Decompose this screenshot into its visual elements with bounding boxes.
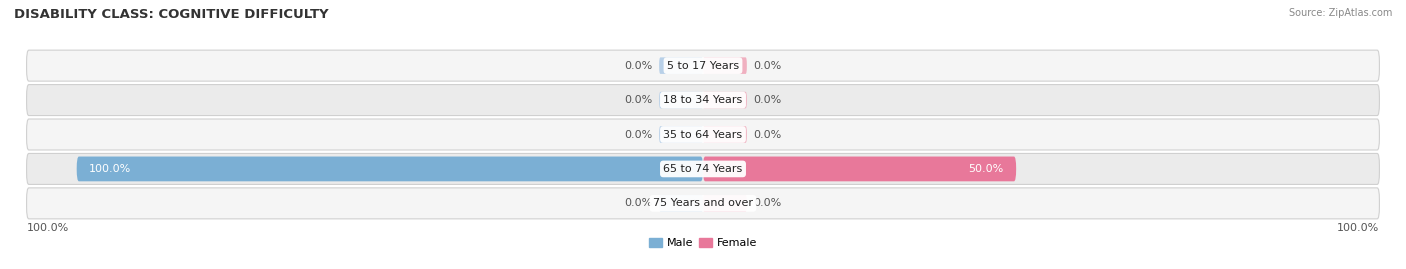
FancyBboxPatch shape <box>659 126 703 143</box>
Text: 75 Years and over: 75 Years and over <box>652 198 754 208</box>
FancyBboxPatch shape <box>27 153 1379 185</box>
Text: 0.0%: 0.0% <box>754 129 782 140</box>
FancyBboxPatch shape <box>27 188 1379 219</box>
Text: Source: ZipAtlas.com: Source: ZipAtlas.com <box>1288 8 1392 18</box>
FancyBboxPatch shape <box>27 50 1379 81</box>
FancyBboxPatch shape <box>703 126 747 143</box>
FancyBboxPatch shape <box>703 57 747 74</box>
Text: 0.0%: 0.0% <box>754 61 782 71</box>
Text: 100.0%: 100.0% <box>27 223 69 233</box>
FancyBboxPatch shape <box>659 57 703 74</box>
FancyBboxPatch shape <box>703 92 747 108</box>
Legend: Male, Female: Male, Female <box>644 233 762 253</box>
Text: 0.0%: 0.0% <box>624 95 652 105</box>
Text: 0.0%: 0.0% <box>754 198 782 208</box>
Text: 5 to 17 Years: 5 to 17 Years <box>666 61 740 71</box>
Text: 35 to 64 Years: 35 to 64 Years <box>664 129 742 140</box>
FancyBboxPatch shape <box>27 119 1379 150</box>
FancyBboxPatch shape <box>659 92 703 108</box>
Text: 50.0%: 50.0% <box>969 164 1004 174</box>
Text: 18 to 34 Years: 18 to 34 Years <box>664 95 742 105</box>
Text: 0.0%: 0.0% <box>624 198 652 208</box>
FancyBboxPatch shape <box>77 157 703 181</box>
Text: 0.0%: 0.0% <box>754 95 782 105</box>
Text: 100.0%: 100.0% <box>1337 223 1379 233</box>
FancyBboxPatch shape <box>659 195 703 212</box>
Text: 0.0%: 0.0% <box>624 61 652 71</box>
FancyBboxPatch shape <box>27 84 1379 116</box>
Text: 100.0%: 100.0% <box>89 164 132 174</box>
FancyBboxPatch shape <box>703 157 1017 181</box>
Text: 65 to 74 Years: 65 to 74 Years <box>664 164 742 174</box>
Text: 0.0%: 0.0% <box>624 129 652 140</box>
FancyBboxPatch shape <box>703 195 747 212</box>
Text: DISABILITY CLASS: COGNITIVE DIFFICULTY: DISABILITY CLASS: COGNITIVE DIFFICULTY <box>14 8 329 21</box>
